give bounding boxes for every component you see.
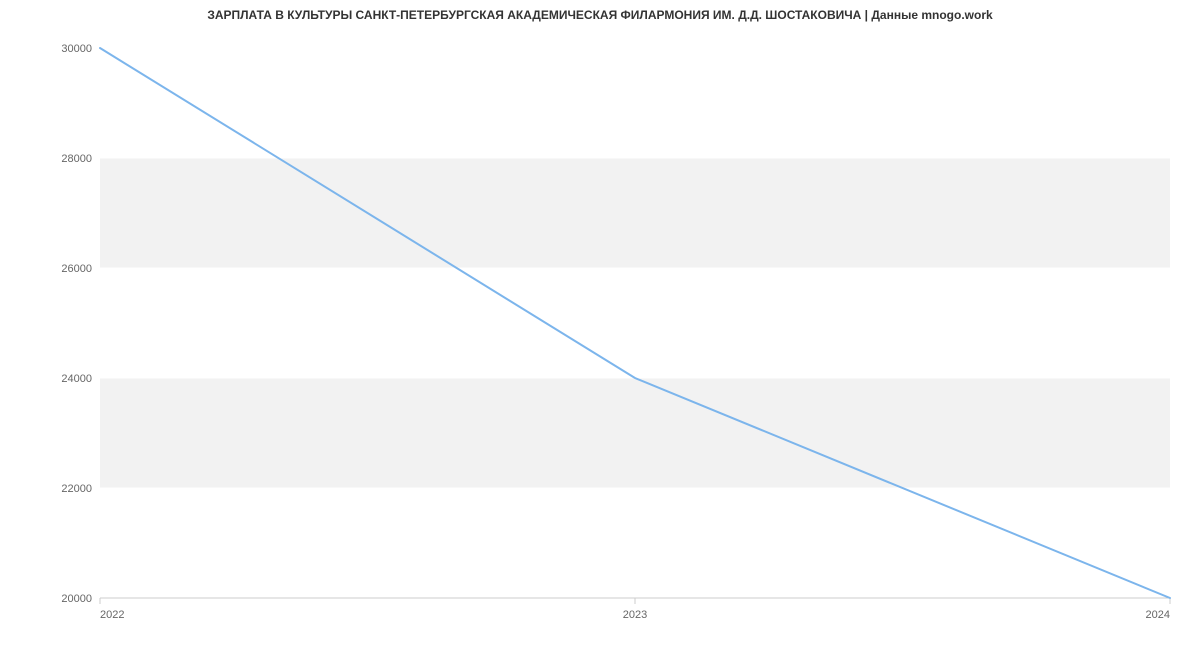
grid-band [100, 378, 1170, 488]
y-tick-label: 28000 [61, 153, 92, 165]
chart-container: ЗАРПЛАТА В КУЛЬТУРЫ САНКТ-ПЕТЕРБУРГСКАЯ … [0, 0, 1200, 650]
x-tick-label: 2023 [623, 609, 647, 621]
x-tick-label: 2022 [100, 609, 124, 621]
y-tick-label: 24000 [61, 373, 92, 385]
y-tick-label: 26000 [61, 263, 92, 275]
chart-title: ЗАРПЛАТА В КУЛЬТУРЫ САНКТ-ПЕТЕРБУРГСКАЯ … [0, 8, 1200, 22]
grid-band [100, 158, 1170, 268]
line-chart: 20000 22000 24000 26000 28000 30000 2022 2023 20… [0, 0, 1200, 650]
y-tick-label: 30000 [61, 43, 92, 55]
y-tick-label: 20000 [61, 593, 92, 605]
x-tick-label: 2024 [1146, 609, 1170, 621]
y-tick-label: 22000 [61, 483, 92, 495]
